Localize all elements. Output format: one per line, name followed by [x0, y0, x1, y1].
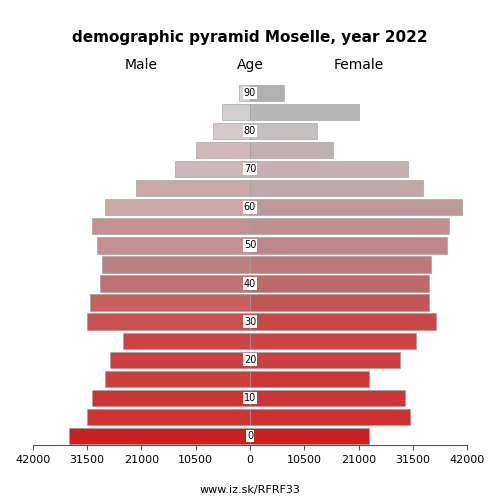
Bar: [102, 256, 250, 272]
Text: 50: 50: [244, 240, 256, 250]
Bar: [87, 408, 250, 425]
Bar: [250, 161, 408, 178]
Bar: [250, 85, 284, 102]
Text: Age: Age: [236, 58, 264, 72]
Bar: [250, 428, 369, 444]
Text: 80: 80: [244, 126, 256, 136]
Bar: [250, 256, 431, 272]
Bar: [98, 238, 250, 254]
Bar: [100, 276, 250, 291]
Bar: [250, 352, 400, 368]
Bar: [250, 276, 428, 291]
Bar: [250, 238, 446, 254]
Bar: [136, 180, 250, 196]
Bar: [110, 352, 250, 368]
Text: 0: 0: [247, 431, 253, 441]
Bar: [87, 314, 250, 330]
Bar: [212, 123, 250, 140]
Bar: [250, 390, 406, 406]
Bar: [175, 161, 250, 178]
Bar: [69, 428, 250, 444]
Title: demographic pyramid Moselle, year 2022: demographic pyramid Moselle, year 2022: [72, 30, 428, 45]
Bar: [90, 294, 250, 310]
Bar: [250, 142, 333, 158]
Bar: [92, 218, 250, 234]
Text: 30: 30: [244, 316, 256, 326]
Bar: [222, 104, 250, 120]
Bar: [105, 370, 250, 387]
Text: 90: 90: [244, 88, 256, 98]
Text: 20: 20: [244, 354, 256, 364]
Bar: [250, 200, 462, 216]
Bar: [250, 104, 358, 120]
Bar: [92, 390, 250, 406]
Bar: [250, 370, 369, 387]
Text: Female: Female: [334, 58, 384, 72]
Bar: [250, 294, 428, 310]
Bar: [105, 200, 250, 216]
Bar: [250, 180, 424, 196]
Bar: [250, 332, 416, 348]
Text: 70: 70: [244, 164, 256, 174]
Bar: [196, 142, 250, 158]
Bar: [250, 218, 450, 234]
Bar: [238, 85, 250, 102]
Text: 40: 40: [244, 278, 256, 288]
Text: 60: 60: [244, 202, 256, 212]
Bar: [250, 123, 318, 140]
Text: 10: 10: [244, 392, 256, 402]
Bar: [250, 408, 410, 425]
Text: Male: Male: [125, 58, 158, 72]
Bar: [123, 332, 250, 348]
Text: www.iz.sk/RFRF33: www.iz.sk/RFRF33: [200, 485, 300, 495]
Bar: [250, 314, 436, 330]
